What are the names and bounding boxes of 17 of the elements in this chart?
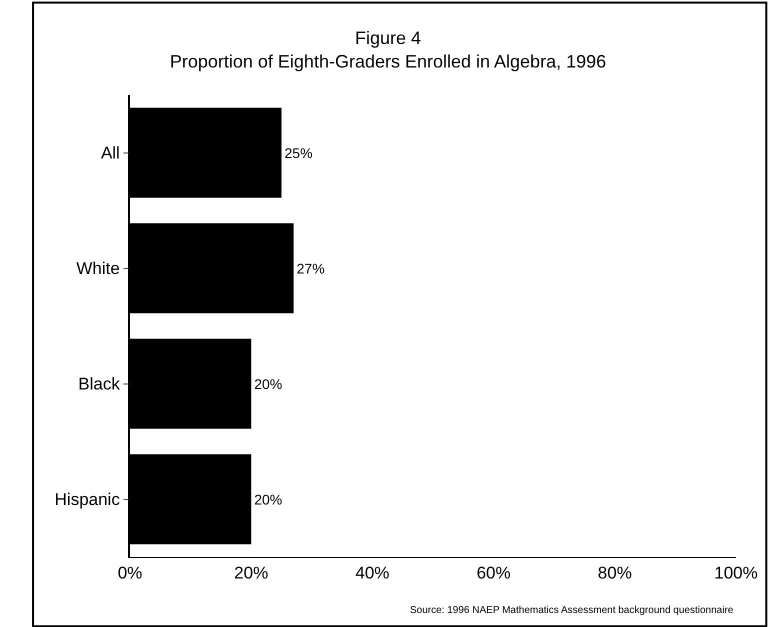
x-tick-label: 100% — [714, 563, 758, 582]
x-tick-label: 40% — [355, 563, 390, 582]
y-tick-label: All — [100, 144, 120, 163]
chart-title: Figure 4 — [354, 28, 422, 48]
chart-subtitle: Proportion of Eighth-Graders Enrolled in Algebra, 1996 — [170, 51, 606, 72]
source-note: Source: 1996 NAEP Mathematics Assessment background questionnaire — [410, 605, 734, 616]
data-label: 20% — [254, 491, 282, 508]
x-tick-label: 60% — [476, 563, 511, 582]
y-tick-label: Hispanic — [54, 490, 120, 510]
x-tick-label: 80% — [598, 563, 632, 582]
y-tick-label: White — [76, 259, 120, 278]
x-tick-label: 20% — [234, 563, 268, 582]
data-label: 27% — [296, 260, 325, 276]
x-tick-label: 0% — [118, 563, 142, 582]
y-tick-label: Black — [78, 374, 120, 394]
data-label: 25% — [284, 144, 313, 161]
data-label: 20% — [254, 376, 282, 392]
